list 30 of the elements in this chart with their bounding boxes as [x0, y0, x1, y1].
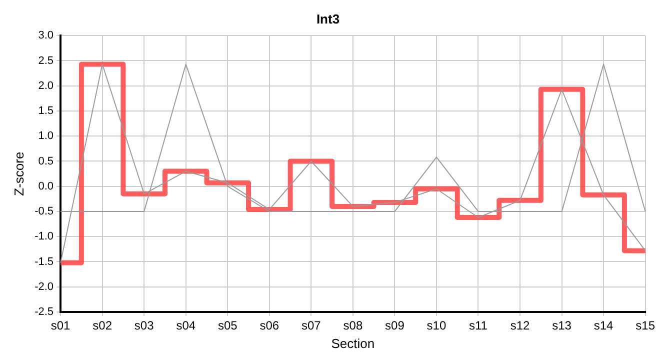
y-tick-label: -1.0	[34, 230, 54, 243]
x-tick-label: s06	[260, 318, 280, 333]
x-axis-title: Section	[331, 336, 375, 351]
y-tick-label: -1.5	[34, 256, 54, 268]
y-tick-label: -0.5	[34, 206, 54, 218]
x-tick-label: s03	[134, 318, 154, 333]
x-tick-label: s13	[552, 318, 572, 333]
x-tick-label: s07	[301, 318, 322, 333]
chart-title: Int3	[316, 11, 340, 26]
x-tick-label: s04	[176, 318, 196, 333]
y-axis-title: Z-score	[11, 152, 26, 196]
x-tick-label: s10	[426, 318, 446, 333]
y-tick-label: 0.5	[38, 155, 54, 168]
x-tick-label: s14	[594, 318, 614, 333]
x-tick-label: s09	[385, 318, 405, 333]
y-tick-label: 0.0	[38, 180, 54, 192]
y-tick-label: -2.0	[34, 280, 54, 293]
x-tick-label: s11	[469, 318, 488, 333]
y-tick-label: 2.5	[38, 54, 54, 67]
y-tick-label: 1.5	[38, 105, 54, 118]
x-tick-label: s08	[343, 318, 363, 333]
x-tick-label: s05	[218, 318, 238, 333]
x-tick-label: s12	[510, 318, 530, 333]
x-tick-label: s02	[92, 318, 112, 333]
x-tick-label: s01	[50, 318, 71, 333]
y-tick-label: 3.0	[38, 30, 54, 42]
y-tick-label: 1.0	[38, 130, 54, 142]
y-tick-label: 2.0	[38, 80, 54, 92]
x-tick-label: s15	[636, 318, 656, 333]
y-tick-label: -2.5	[34, 306, 54, 318]
